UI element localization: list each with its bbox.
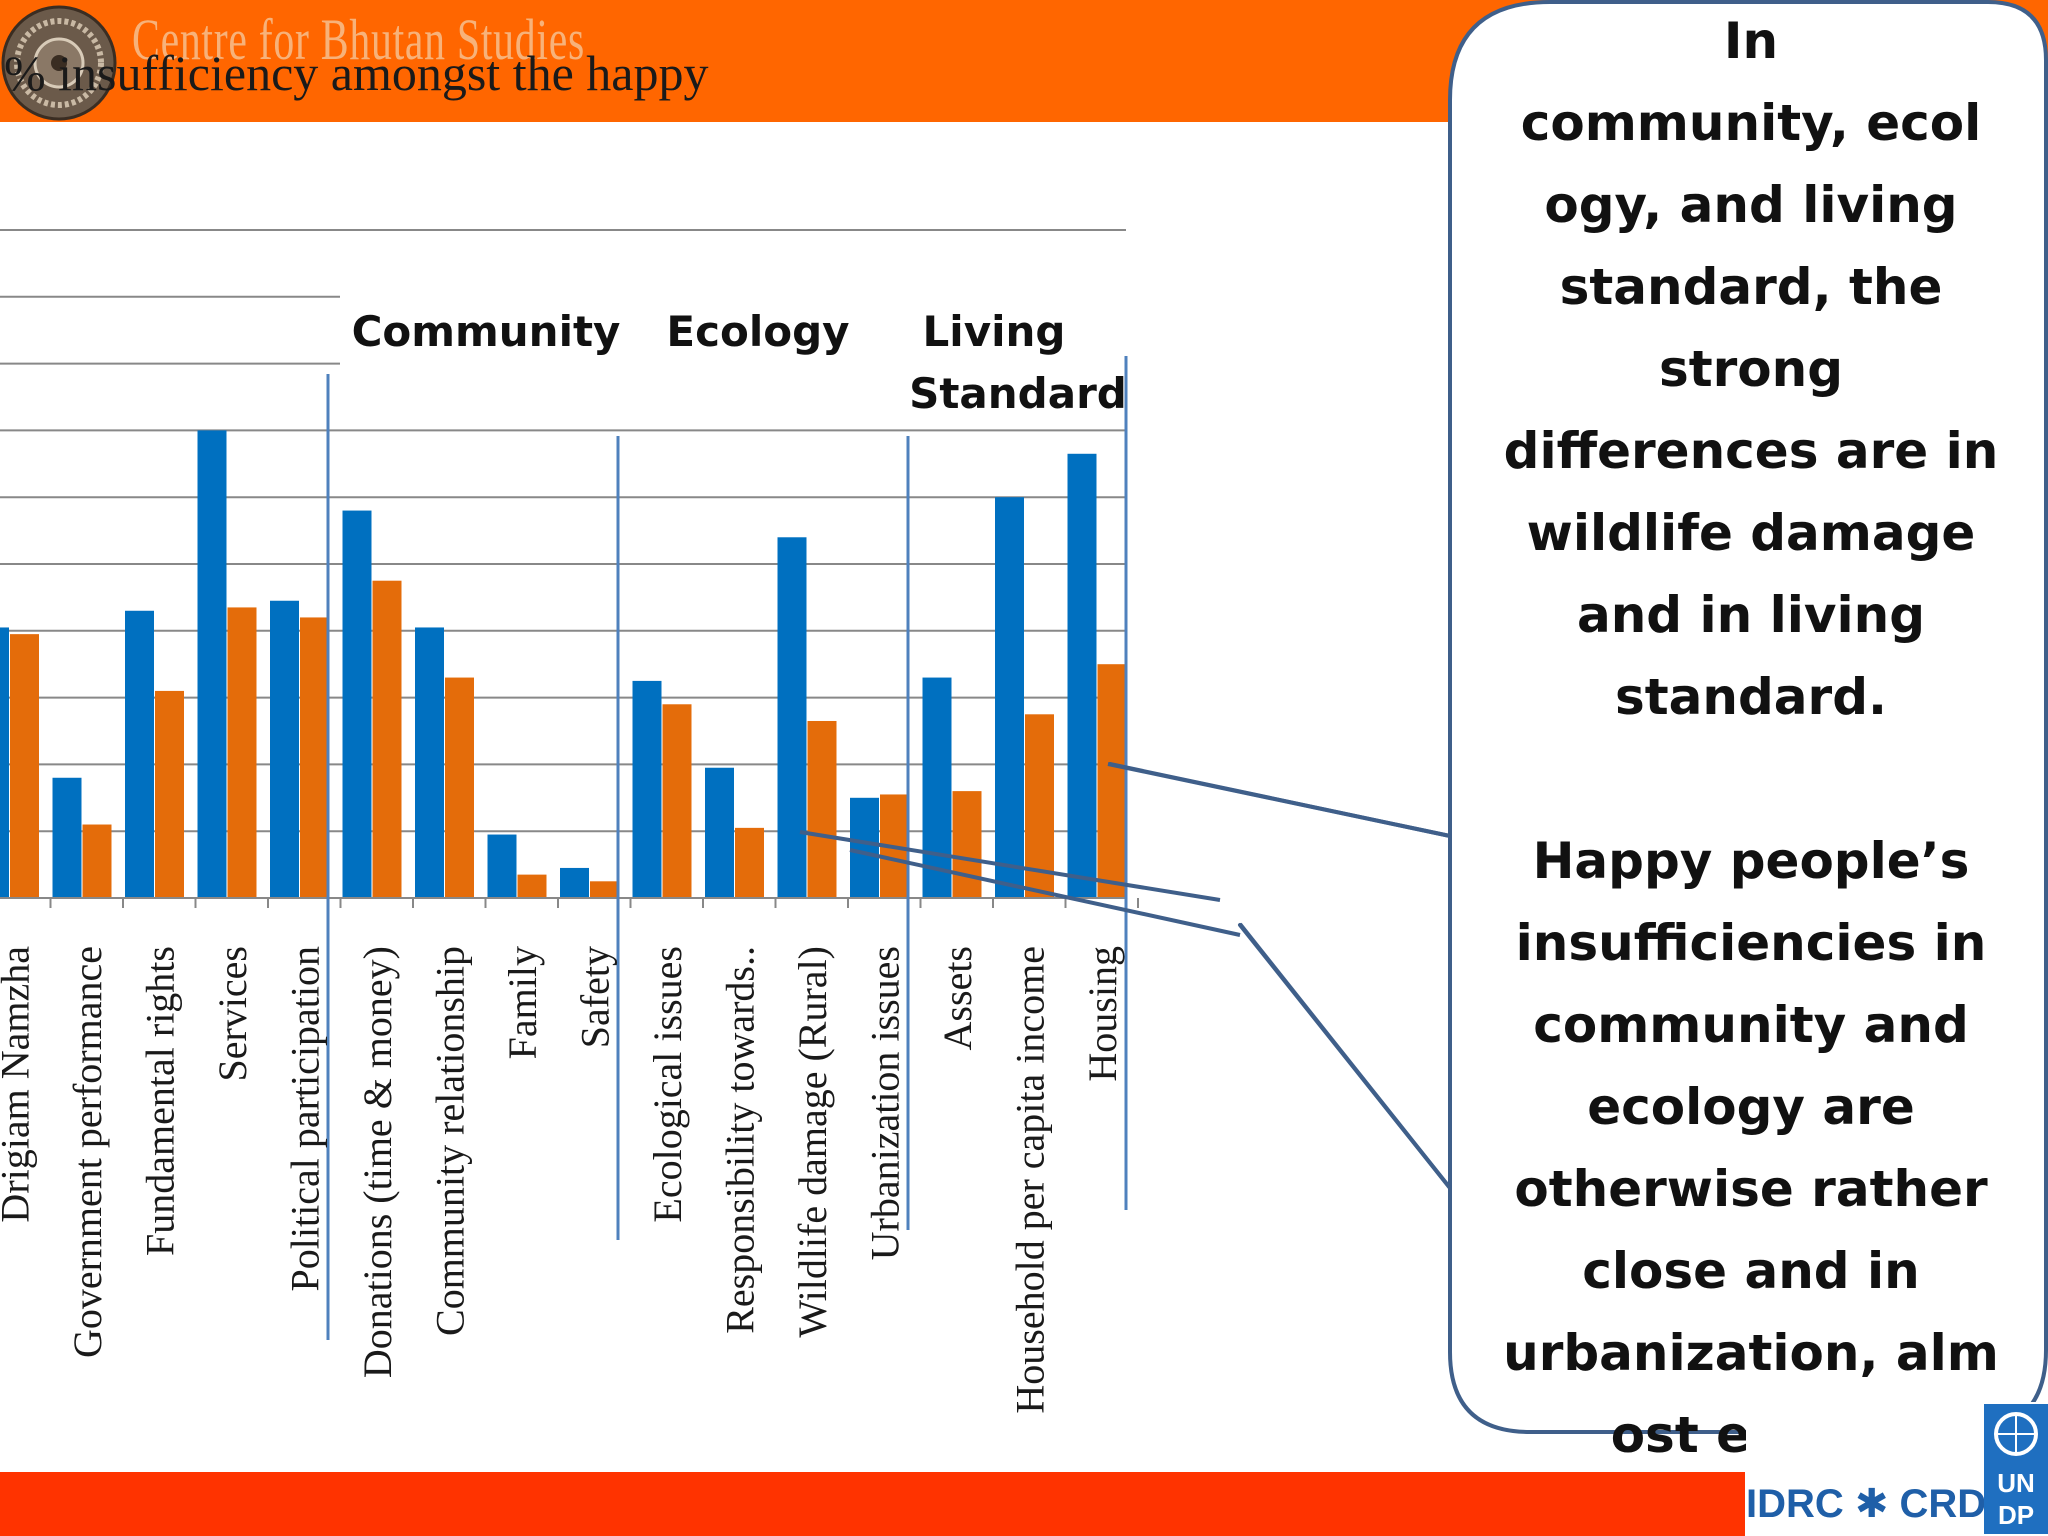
bar-blue-8 [560,867,589,898]
callout-line: In [1723,12,1779,70]
chart-title: % insufficiency amongst the happy [4,45,709,101]
bar-orange-15 [1097,664,1127,898]
bar-orange-10 [735,827,764,898]
category-label: Government performance [65,946,110,1358]
callout-paragraph-2: Happy people’s insufficiencies in communit… [1470,820,2032,1476]
callout-line: insufficiencies in [1515,914,1987,972]
bar-orange-0 [10,634,39,898]
group-label: Living [923,307,1066,356]
svg-text:DP: DP [1998,1500,2034,1530]
bar-orange-3 [227,607,257,898]
category-label: Drigiam Namzha [0,946,37,1223]
bhutan-studies-seal-icon [1,5,117,121]
bar-blue-10 [705,767,734,898]
callout-line: strong [1658,340,1844,398]
callout-line: community, ecol [1520,94,1982,152]
bar-blue-14 [995,497,1024,898]
category-label: Household per capita income [1007,946,1052,1414]
callout-line: differences are in [1503,422,1999,480]
callout-line: and in living [1576,586,1926,644]
bar-orange-7 [517,874,547,898]
bar-blue-13 [922,677,952,898]
bar-blue-1 [52,777,82,898]
category-label: Wildlife damage (Rural) [790,946,835,1338]
callout-line: otherwise rather [1514,1160,1988,1218]
bar-orange-13 [952,791,982,898]
category-label: Responsibility towards.. [717,946,762,1334]
category-label: Urbanization issues [862,946,907,1260]
category-label: Political participation [282,946,327,1291]
callout-line: urbanization, alm [1503,1324,1999,1382]
category-label: Housing [1080,946,1125,1082]
callout-line: community and [1533,996,1969,1054]
callout-paragraph-1: In community, ecol ogy, and living standard… [1470,0,2032,738]
callout-line: standard. [1615,668,1887,726]
bar-blue-3 [197,430,227,898]
undp-logo-icon: UN DP [1984,1404,2048,1534]
bar-orange-1 [82,824,112,898]
bar-blue-4 [270,600,299,898]
bar-blue-11 [777,537,807,898]
callout-line: Happy people’s [1532,832,1970,890]
bar-blue-0 [0,627,9,898]
category-label: Assets [935,946,980,1050]
bar-orange-2 [155,690,184,898]
bar-orange-11 [807,720,837,898]
bar-blue-2 [125,610,154,898]
callout-line: wildlife damage [1526,504,1976,562]
callout-line: standard, the [1559,258,1943,316]
category-label: Services [210,946,255,1082]
bar-blue-12 [850,797,879,898]
svg-text:UN: UN [1997,1468,2035,1498]
bar-blue-5 [342,510,372,898]
category-label: Community relationship [427,946,472,1336]
callout-line: ecology are [1587,1078,1915,1136]
bar-orange-8 [590,881,619,898]
org-name: Centre for Bhutan Studies [132,7,585,72]
bar-blue-7 [487,834,517,898]
category-label: Family [500,946,545,1059]
bar-orange-5 [372,580,402,898]
category-label: Ecological issues [645,946,690,1223]
bar-orange-6 [445,677,474,898]
category-label: Donations (time & money) [355,946,400,1378]
bar-blue-9 [632,680,662,898]
category-label: Fundamental rights [137,946,182,1256]
footer-bar [0,1472,1745,1536]
callout-text: In community, ecol ogy, and living standard… [1470,0,2032,1464]
bar-orange-4 [300,617,329,898]
category-label: Safety [572,946,617,1048]
bar-blue-15 [1067,453,1097,898]
bar-orange-9 [662,704,692,898]
group-label: Standard [909,369,1127,418]
group-label: Community [352,307,621,356]
bar-blue-6 [415,627,444,898]
group-label: Ecology [666,307,849,356]
callout-line: ogy, and living [1544,176,1958,234]
callout-line: close and in [1582,1242,1920,1300]
idrc-crdi-logo: IDRC ✱ CRDI [1746,1482,1998,1526]
